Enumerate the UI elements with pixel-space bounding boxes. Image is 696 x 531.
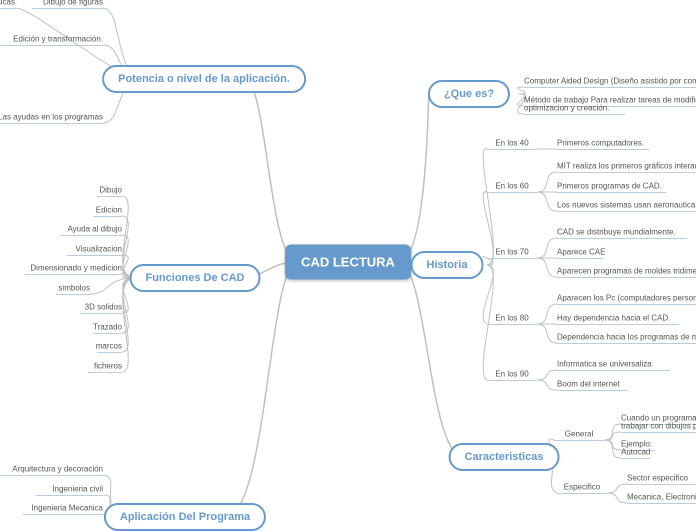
leaf-node[interactable]: Dependencia hacia los programas de molde… xyxy=(557,333,696,342)
branch-que[interactable]: ¿Que es? xyxy=(428,80,510,108)
branch-func[interactable]: Funciones De CAD xyxy=(129,264,260,292)
root-node[interactable]: CAD LECTURA xyxy=(285,245,411,280)
branch-apli[interactable]: Aplicación Del Programa xyxy=(104,503,266,531)
leaf-node[interactable]: Sector especifico xyxy=(627,474,688,483)
leaf-node[interactable]: Ingenieria Mecanica xyxy=(31,504,103,513)
leaf-node[interactable]: Las ayudas en los programas xyxy=(0,113,103,122)
leaf-node[interactable]: Computer Aided Design (Diseño asistido p… xyxy=(524,77,696,86)
leaf-node[interactable]: Autocad xyxy=(621,448,650,457)
leaf-node[interactable]: Edición y transformación. xyxy=(13,35,103,44)
leaf-node[interactable]: simbolos xyxy=(58,284,90,293)
mid-node[interactable]: General xyxy=(565,430,593,439)
leaf-node[interactable]: Primeros programas de CAD. xyxy=(557,182,662,191)
leaf-node[interactable]: Ayuda al dibujo xyxy=(67,225,122,234)
leaf-node[interactable]: marcos xyxy=(96,342,122,351)
branch-carac[interactable]: Caracteristicas xyxy=(449,443,560,471)
leaf-node[interactable]: 3D solidos xyxy=(85,303,122,312)
leaf-node[interactable]: trabajar con dibujos profes xyxy=(621,422,696,431)
leaf-node[interactable]: Aparecen programas de moldes tridimensio… xyxy=(557,267,696,276)
branch-hist[interactable]: Historia xyxy=(411,251,484,279)
leaf-node[interactable]: Visualizacion xyxy=(75,245,122,254)
mid-node[interactable]: En los 60 xyxy=(495,182,528,191)
mid-node[interactable]: En los 90 xyxy=(495,370,528,379)
leaf-node[interactable]: Dibujo de figuras xyxy=(43,0,103,7)
leaf-node[interactable]: s basicas xyxy=(0,0,15,7)
leaf-node[interactable]: Aparece CAE xyxy=(557,248,605,257)
leaf-node[interactable]: Mecanica, Electronica, Si xyxy=(627,493,696,502)
leaf-node[interactable]: Dibujo xyxy=(99,186,122,195)
mid-node[interactable]: Especifico xyxy=(564,483,600,492)
leaf-node[interactable]: ficheros xyxy=(94,362,122,371)
leaf-node[interactable]: Edicion xyxy=(96,206,122,215)
leaf-node[interactable]: Informatica se universaliza xyxy=(557,360,652,369)
mid-node[interactable]: En los 80 xyxy=(495,314,528,323)
leaf-node[interactable]: optimizacion y creación. xyxy=(524,104,609,113)
mid-node[interactable]: En los 70 xyxy=(495,248,528,257)
leaf-node[interactable]: Ingenieria civil xyxy=(52,485,103,494)
leaf-node[interactable]: Los nuevos sistemas usan aeronautica. xyxy=(557,201,696,210)
branch-pot[interactable]: Potencia o nivel de la aplicación. xyxy=(102,65,306,93)
leaf-node[interactable]: Dimensionado y medicion xyxy=(30,264,122,273)
leaf-node[interactable]: Boom del internet xyxy=(557,380,620,389)
mid-node[interactable]: En los 40 xyxy=(495,139,528,148)
leaf-node[interactable]: Arquitectura y decoración xyxy=(12,465,103,474)
leaf-node[interactable]: Aparecen los Pc (computadores personales… xyxy=(557,294,696,303)
leaf-node[interactable]: CAD se distribuye mundialmente. xyxy=(557,228,676,237)
leaf-node[interactable]: Trazado xyxy=(93,323,122,332)
leaf-node[interactable]: MIT realiza los primeros gráficos intera… xyxy=(557,162,696,171)
leaf-node[interactable]: Primeros computadores. xyxy=(557,139,644,148)
leaf-node[interactable]: Hay dependencia hacia el CAD. xyxy=(557,314,670,323)
